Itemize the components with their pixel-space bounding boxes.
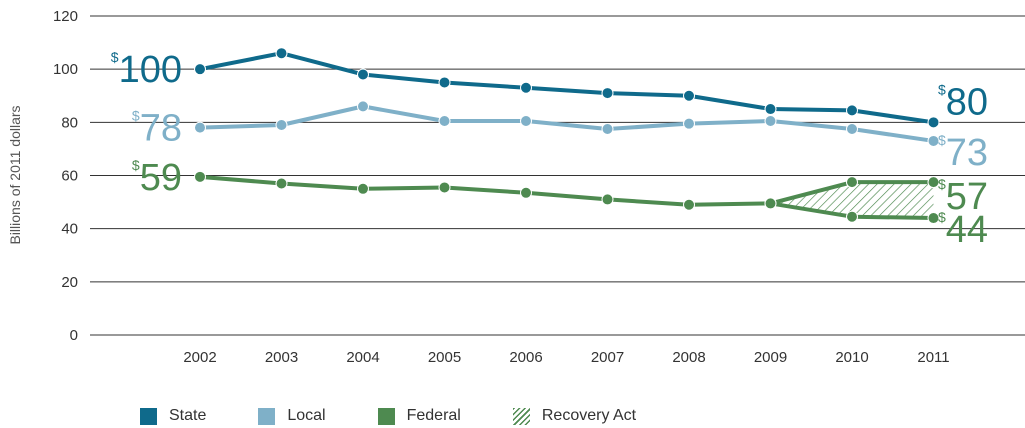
legend-swatch-local bbox=[258, 407, 276, 425]
series-line-federal bbox=[199, 174, 934, 221]
x-tick-label: 2010 bbox=[835, 349, 868, 366]
data-point-federal-with-recovery-act bbox=[764, 197, 777, 210]
legend-swatch-state bbox=[140, 407, 157, 425]
legend-swatch-recovery-act bbox=[512, 407, 530, 425]
x-tick-label: 2006 bbox=[509, 349, 542, 366]
axes: 0 20 40 60 80 100 120 2002 2003 2004 2005 2006 2007 2… bbox=[7, 8, 950, 366]
value-annotation-local-start: $78 bbox=[132, 108, 182, 150]
y-tick-label: 60 bbox=[61, 168, 78, 185]
value-annotation-federal-start: $59 bbox=[132, 157, 182, 199]
x-tick-label: 2002 bbox=[183, 349, 216, 366]
y-axis-label: Billions of 2011 dollars bbox=[7, 105, 23, 244]
data-point-federal bbox=[520, 186, 532, 199]
data-point-local bbox=[438, 115, 451, 128]
data-point-state bbox=[520, 81, 532, 94]
legend-label-recovery-act: Recovery Act bbox=[541, 407, 637, 424]
y-tick-label: 0 bbox=[70, 327, 78, 344]
data-point-federal bbox=[357, 182, 369, 195]
x-tick-label: 2003 bbox=[265, 349, 298, 366]
x-tick-label: 2005 bbox=[428, 349, 461, 366]
data-point-federal bbox=[683, 198, 695, 211]
line-chart: 0 20 40 60 80 100 120 2002 2003 2004 2005 2006 2007 2… bbox=[7, 8, 1025, 366]
data-point-local bbox=[520, 115, 532, 128]
x-tick-label: 2011 bbox=[917, 349, 949, 366]
data-point-state bbox=[275, 47, 288, 60]
data-point-state bbox=[846, 104, 858, 117]
data-point-federal bbox=[846, 210, 858, 223]
legend-item-local: Local bbox=[258, 407, 326, 425]
data-point-local bbox=[194, 121, 206, 134]
data-point-federal bbox=[438, 181, 451, 194]
series-line-local bbox=[199, 104, 934, 143]
data-point-state bbox=[764, 103, 777, 116]
x-tick-label: 2007 bbox=[591, 349, 624, 366]
value-annotation-local-end: $73 bbox=[938, 132, 988, 174]
y-tick-label: 120 bbox=[53, 8, 78, 25]
data-point-federal bbox=[194, 170, 206, 183]
data-point-state bbox=[438, 76, 451, 89]
series-line-state bbox=[199, 51, 934, 125]
y-tick-label: 20 bbox=[61, 274, 78, 291]
x-tick-label: 2004 bbox=[346, 349, 379, 366]
value-annotation-federal-end: $44 bbox=[938, 209, 988, 251]
data-point-federal bbox=[927, 212, 940, 225]
data-point-federal bbox=[601, 193, 614, 206]
data-point-federal-with-recovery-act bbox=[927, 176, 940, 189]
y-tick-label: 40 bbox=[61, 221, 78, 238]
x-tick-label: 2008 bbox=[672, 349, 705, 366]
y-tick-label: 100 bbox=[53, 61, 78, 78]
legend-item-state: State bbox=[140, 407, 206, 425]
data-point-local bbox=[275, 118, 288, 131]
legend-swatch-federal bbox=[377, 407, 395, 425]
data-point-local bbox=[764, 115, 777, 128]
series-lines bbox=[199, 51, 934, 221]
y-tick-label: 80 bbox=[61, 114, 78, 131]
data-point-federal bbox=[275, 177, 288, 190]
data-point-state bbox=[357, 68, 369, 81]
data-point-state bbox=[683, 89, 695, 102]
data-point-state bbox=[601, 87, 614, 100]
legend-label-federal: Federal bbox=[406, 407, 461, 424]
value-annotation-state-end: $80 bbox=[938, 81, 988, 123]
legend-item-federal: Federal bbox=[377, 407, 461, 425]
series-points bbox=[194, 47, 940, 225]
data-point-state bbox=[194, 63, 206, 76]
data-point-federal-with-recovery-act bbox=[846, 176, 858, 189]
legend-label-local: Local bbox=[287, 407, 326, 424]
data-point-local bbox=[601, 122, 614, 135]
data-point-local bbox=[846, 122, 858, 135]
x-tick-label: 2009 bbox=[754, 349, 787, 366]
data-point-state bbox=[927, 116, 940, 129]
data-point-local bbox=[683, 117, 695, 130]
value-annotation-federal-with-recovery-act-end: $57 bbox=[938, 176, 988, 218]
data-point-local bbox=[927, 134, 940, 147]
legend-item-recovery-act: Recovery Act bbox=[512, 407, 637, 425]
legend-label-state: State bbox=[169, 407, 207, 424]
data-point-local bbox=[357, 100, 369, 113]
value-annotations: $100 $80 $78 $73 $59 $57$44 bbox=[111, 49, 988, 251]
legend: State Local Federal Recovery Act bbox=[140, 405, 688, 427]
value-annotation-state-start: $100 bbox=[111, 49, 182, 91]
